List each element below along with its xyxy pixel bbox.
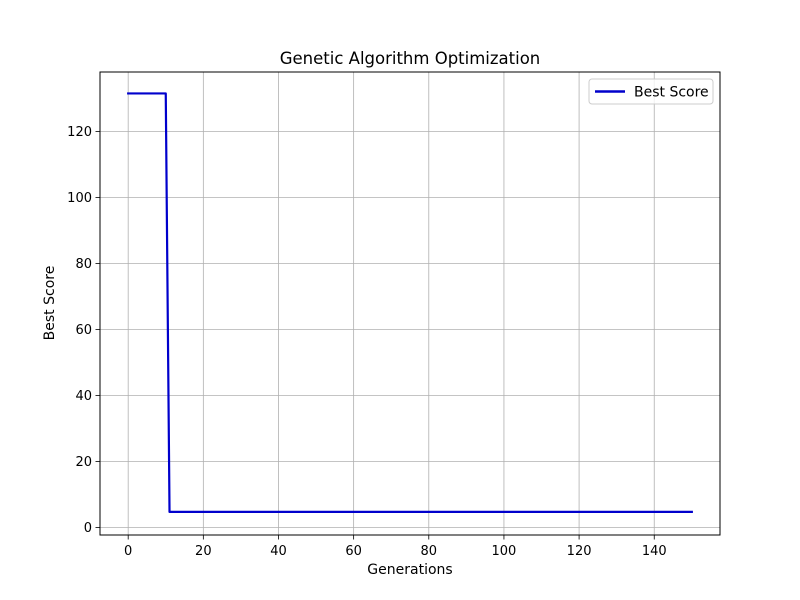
x-axis-label: Generations [367,562,452,578]
chart-title: Genetic Algorithm Optimization [280,49,541,68]
x-tick-label: 60 [345,544,362,559]
x-tick-label: 20 [195,544,212,559]
y-axis-ticks: 0 20 40 60 80 100 120 [67,125,100,536]
y-tick-label: 80 [75,257,92,272]
y-tick-label: 40 [75,389,92,404]
series-layer [127,92,693,513]
plot-area-frame [99,71,721,536]
x-tick-label: 120 [567,544,592,559]
grid [100,72,720,535]
legend-box [588,78,714,105]
series-line-best-score [127,92,693,513]
x-axis-ticks: 0 20 40 60 80 100 120 140 [124,535,667,559]
y-tick-label: 120 [67,125,92,140]
y-tick-label: 20 [75,455,92,470]
x-tick-label: 80 [421,544,438,559]
y-tick-label: 0 [84,521,92,536]
x-tick-label: 140 [642,544,667,559]
x-tick-label: 40 [270,544,287,559]
y-axis-label: Best Score [42,266,58,341]
legend: Best Score [588,78,714,105]
x-tick-label: 0 [124,544,132,559]
y-tick-label: 100 [67,191,92,206]
legend-label-best-score: Best Score [634,85,709,101]
y-tick-label: 60 [75,323,92,338]
x-tick-label: 100 [492,544,517,559]
